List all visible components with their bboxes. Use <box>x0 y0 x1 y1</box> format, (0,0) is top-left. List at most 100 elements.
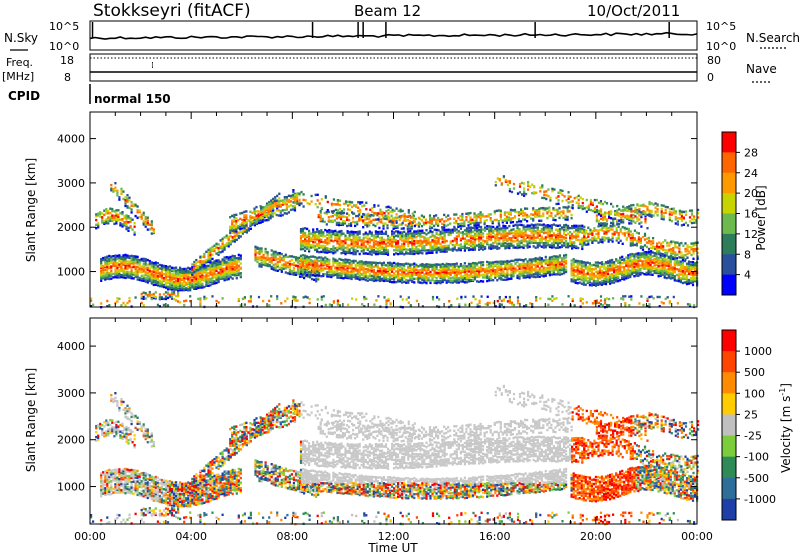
power-cell <box>367 212 370 216</box>
power-cell <box>433 218 436 221</box>
power-cell <box>398 218 401 222</box>
power-cell <box>358 272 361 275</box>
power-cell <box>623 268 626 271</box>
power-cell <box>550 261 553 264</box>
power-cell <box>229 216 232 219</box>
power-cell <box>114 272 117 276</box>
power-cell <box>361 201 364 204</box>
power-cell <box>317 276 320 279</box>
power-cell <box>314 248 317 252</box>
power-cell <box>392 224 395 228</box>
power-cell <box>277 202 280 205</box>
power-cell <box>393 276 396 280</box>
power-cell <box>554 214 557 217</box>
power-cell <box>495 218 498 222</box>
power-cell <box>419 229 422 233</box>
power-cell <box>376 243 379 246</box>
power-cell <box>516 260 519 264</box>
power-cell <box>201 273 204 277</box>
power-cell <box>579 242 582 246</box>
power-cell <box>370 274 373 278</box>
power-cell <box>563 260 566 264</box>
power-cell <box>114 259 117 262</box>
power-cell <box>251 211 254 215</box>
power-cell <box>573 230 576 233</box>
power-cell <box>441 269 444 272</box>
power-cell <box>552 217 555 220</box>
power-cell <box>318 202 321 205</box>
power-cell <box>150 279 153 282</box>
power-cell <box>359 208 362 212</box>
power-cell <box>607 273 610 277</box>
power-cell <box>219 262 222 265</box>
power-cell <box>283 196 286 199</box>
power-cell <box>441 230 444 233</box>
power-cell <box>469 230 473 233</box>
power-cell <box>471 278 475 282</box>
power-cell <box>322 231 325 234</box>
power-cell <box>201 268 204 271</box>
power-cell <box>403 213 406 216</box>
power-cell <box>225 272 228 275</box>
power-cell <box>314 256 317 259</box>
power-cell <box>348 265 351 269</box>
power-cell <box>639 253 642 256</box>
power-cell <box>301 266 305 269</box>
power-cell <box>275 213 278 217</box>
power-cell <box>348 263 351 266</box>
power-cell <box>179 279 182 283</box>
power-cell <box>486 279 489 283</box>
power-cell <box>326 233 329 236</box>
power-cell <box>409 236 412 239</box>
power-cell <box>358 266 361 269</box>
power-cell <box>427 242 430 246</box>
power-cell <box>258 262 261 266</box>
power-cell <box>633 267 636 270</box>
power-cell <box>578 277 581 281</box>
power-cell <box>506 262 509 265</box>
power-cell <box>233 231 236 235</box>
power-cell <box>498 229 501 232</box>
power-cell <box>635 254 638 258</box>
power-cell <box>285 206 288 209</box>
power-cell <box>498 232 501 236</box>
power-cell <box>486 269 489 272</box>
power-cell <box>375 218 378 221</box>
power-cell <box>473 272 477 276</box>
power-cell <box>333 219 336 222</box>
power-cell <box>379 212 382 216</box>
power-cell <box>286 272 289 275</box>
power-cell <box>457 278 460 281</box>
power-cell <box>465 216 468 219</box>
power-cell <box>565 256 568 259</box>
power-cell <box>179 273 182 276</box>
power-cell <box>308 265 311 269</box>
power-cell <box>524 268 527 272</box>
power-cell <box>359 201 362 204</box>
power-cell <box>312 228 315 231</box>
power-cell <box>621 270 624 274</box>
power-cell <box>518 246 521 249</box>
power-cell <box>407 211 410 214</box>
power-cell <box>264 214 267 217</box>
power-cell <box>379 208 382 211</box>
power-cell <box>358 236 361 239</box>
power-cell <box>431 239 434 242</box>
power-cell <box>233 230 236 233</box>
power-cell <box>421 278 424 282</box>
power-cell <box>263 207 266 210</box>
power-cell <box>284 261 287 264</box>
power-cell <box>120 269 123 272</box>
power-cell <box>380 272 384 275</box>
power-cell <box>217 273 220 276</box>
power-cell <box>596 282 599 285</box>
power-cell <box>354 240 357 244</box>
power-cell <box>376 273 379 276</box>
power-cell <box>124 199 127 202</box>
power-cell <box>409 277 412 280</box>
power-cell <box>316 205 319 209</box>
power-cell <box>342 277 345 280</box>
power-cell <box>447 230 450 233</box>
power-cell <box>393 267 396 271</box>
power-cell <box>249 224 252 227</box>
